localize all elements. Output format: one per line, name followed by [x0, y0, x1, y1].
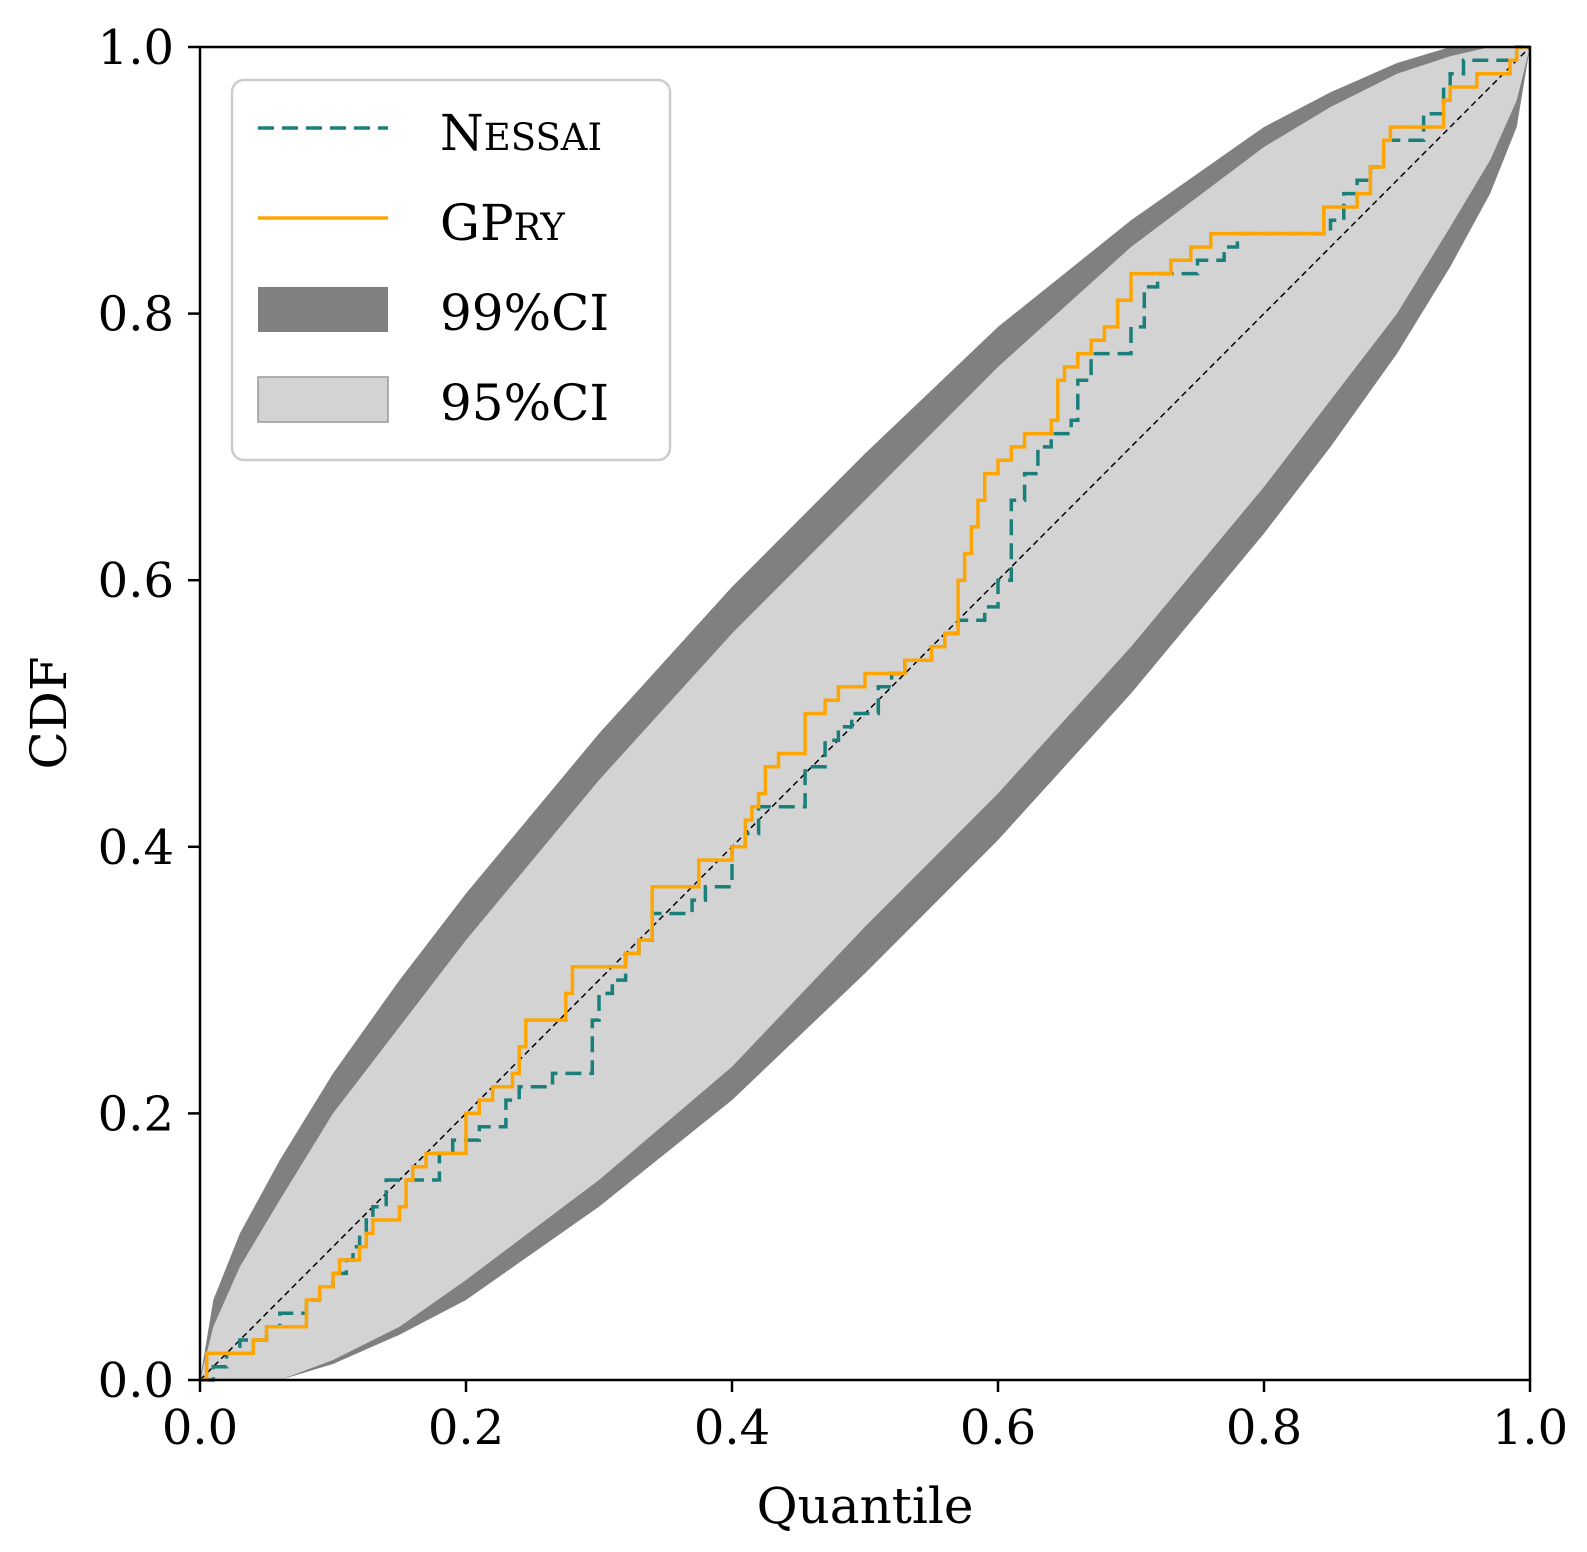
- x-tick-label: 0.8: [1226, 1400, 1302, 1456]
- series-line-gpry: [200, 45, 1530, 1382]
- y-tick-label: 0.8: [98, 287, 174, 343]
- plot-frame: [198, 45, 1532, 1382]
- x-axis-label: Quantile: [757, 1477, 974, 1535]
- x-tick-label: 0.2: [428, 1400, 504, 1456]
- y-axis-ticks: 0.0 0.2 0.4 0.6 0.8 1.0: [98, 20, 200, 1409]
- y-tick-label: 0.0: [98, 1353, 174, 1409]
- legend-box: [230, 78, 672, 462]
- x-axis-ticks: 0.0 0.2 0.4 0.6 0.8 1.0: [162, 1380, 1568, 1456]
- legend-swatch-ci99: [258, 287, 388, 332]
- y-axis-label: CDF: [20, 656, 78, 769]
- x-tick-label: 0.6: [960, 1400, 1036, 1456]
- legend-label-ci99: 99%CI: [440, 284, 609, 342]
- legend-label-ci95: 95%CI: [440, 374, 609, 432]
- y-tick-label: 0.4: [98, 820, 174, 876]
- x-tick-label: 1.0: [1492, 1400, 1568, 1456]
- x-tick-label: 0.0: [162, 1400, 238, 1456]
- series-line-nessai: [200, 45, 1530, 1382]
- x-tick-label: 0.4: [694, 1400, 770, 1456]
- series-lines: [200, 45, 1530, 1382]
- y-tick-label: 1.0: [98, 20, 174, 76]
- y-tick-label: 0.2: [98, 1086, 174, 1142]
- legend-label-nessai: NESSAI: [440, 104, 602, 162]
- legend: NESSAI GPRY 99%CI 95%CI: [230, 78, 672, 462]
- y-tick-label: 0.6: [98, 553, 174, 609]
- legend-swatch-ci95: [257, 376, 389, 423]
- legend-label-gpry: GPRY: [440, 194, 565, 252]
